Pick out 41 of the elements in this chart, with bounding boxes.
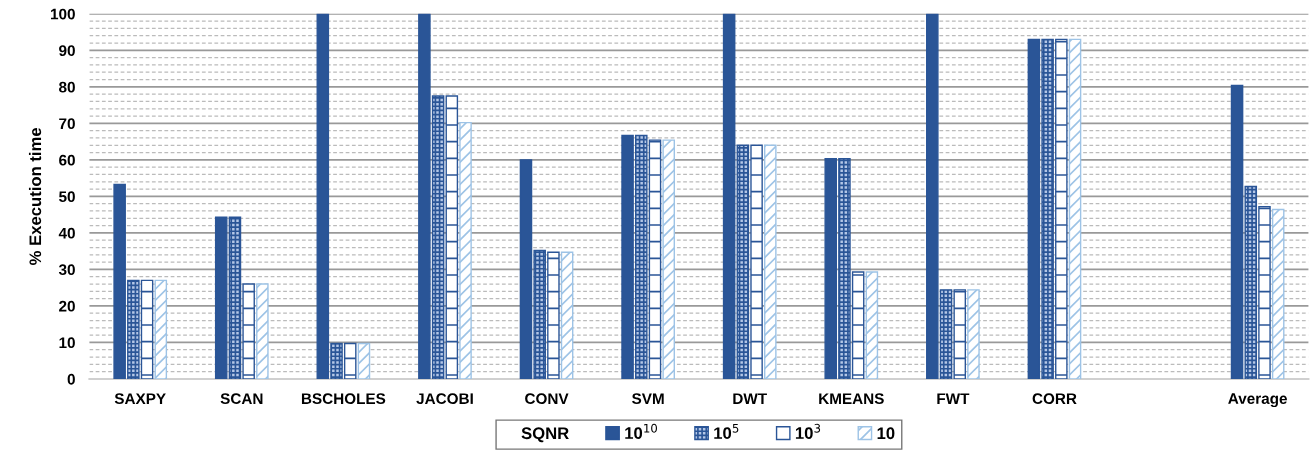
bar bbox=[154, 279, 168, 379]
bar bbox=[357, 342, 371, 379]
legend-title: SQNR bbox=[521, 427, 569, 443]
bar bbox=[865, 271, 879, 379]
bar bbox=[445, 95, 459, 379]
y-tick-label: 40 bbox=[58, 227, 75, 239]
x-tick-label: SVM bbox=[632, 393, 664, 405]
legend-label: 10$^{3}$ bbox=[795, 423, 821, 440]
y-tick-label: 10 bbox=[59, 337, 75, 349]
y-tick-label: 70 bbox=[59, 118, 75, 130]
bar bbox=[1271, 208, 1285, 379]
x-tick-label: SCAN bbox=[220, 393, 263, 405]
y-axis-title: % Execution time bbox=[28, 127, 42, 265]
legend-label: 10$^{5}$ bbox=[714, 423, 739, 440]
y-tick-label: 50 bbox=[59, 191, 75, 203]
x-tick-label: SAXPY bbox=[114, 393, 166, 405]
y-tick-label: 100 bbox=[51, 8, 75, 20]
x-tick-label: FWT bbox=[937, 393, 970, 404]
bar bbox=[967, 289, 980, 379]
y-tick-label: 20 bbox=[59, 300, 75, 312]
x-tick-label: DWT bbox=[733, 393, 767, 404]
x-tick-label: Average bbox=[1228, 393, 1287, 408]
bar bbox=[256, 283, 269, 379]
y-tick-label: 60 bbox=[59, 154, 75, 166]
bar bbox=[560, 251, 574, 379]
x-tick-label: CORR bbox=[1032, 393, 1077, 405]
y-tick-label: 0 bbox=[67, 373, 75, 385]
x-tick-label: JACOBI bbox=[416, 393, 473, 405]
bar bbox=[1068, 38, 1082, 379]
x-tick-label: KMEANS bbox=[819, 393, 884, 405]
y-tick-label: 80 bbox=[59, 81, 75, 93]
bar bbox=[662, 139, 675, 379]
bar bbox=[764, 144, 777, 379]
y-tick-label: 30 bbox=[58, 264, 75, 276]
bar bbox=[722, 13, 736, 379]
bar bbox=[459, 121, 472, 379]
legend-label: 10 bbox=[877, 427, 895, 440]
legend-label: 10$^{10}$ bbox=[625, 423, 657, 440]
x-tick-label: CONV bbox=[525, 393, 569, 405]
y-tick-label: 90 bbox=[59, 45, 75, 57]
x-tick-label: BSCHOLES bbox=[301, 393, 386, 405]
